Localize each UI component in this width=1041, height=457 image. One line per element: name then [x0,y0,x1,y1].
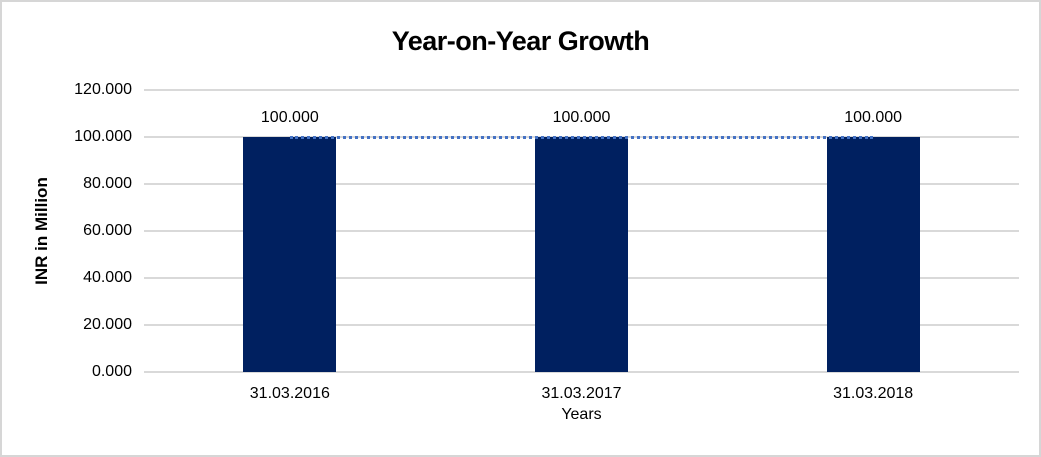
x-axis-tick-label: 31.03.2017 [541,385,622,402]
chart-title: Year-on-Year Growth [391,26,650,56]
y-axis-tick-label: 40.000 [83,269,132,286]
y-axis-tick-label: 120.000 [74,81,132,98]
y-axis-tick-label: 80.000 [83,175,132,192]
data-label: 100.000 [260,109,319,126]
gridline [144,371,1019,373]
y-axis-tick-label: 0.000 [91,363,132,380]
data-label: 100.000 [552,109,611,126]
y-axis-tick-label: 20.000 [83,316,132,333]
bar[interactable] [535,137,628,372]
y-axis-tick-label: 100.000 [74,128,132,145]
trendline[interactable] [289,136,874,139]
plot-area: 100.000 31.03.2016 100.000 31.03.2017 100.00… [144,89,1019,402]
y-axis-tick-label: 60.000 [83,222,132,239]
bar[interactable] [243,137,337,372]
gridline [144,89,1019,91]
x-axis-tick-label: 31.03.2018 [833,385,914,402]
x-axis-tick-label: 31.03.2016 [249,385,330,402]
x-axis-title: Years [561,406,602,423]
data-label: 100.000 [844,109,903,126]
bar[interactable] [826,137,920,372]
